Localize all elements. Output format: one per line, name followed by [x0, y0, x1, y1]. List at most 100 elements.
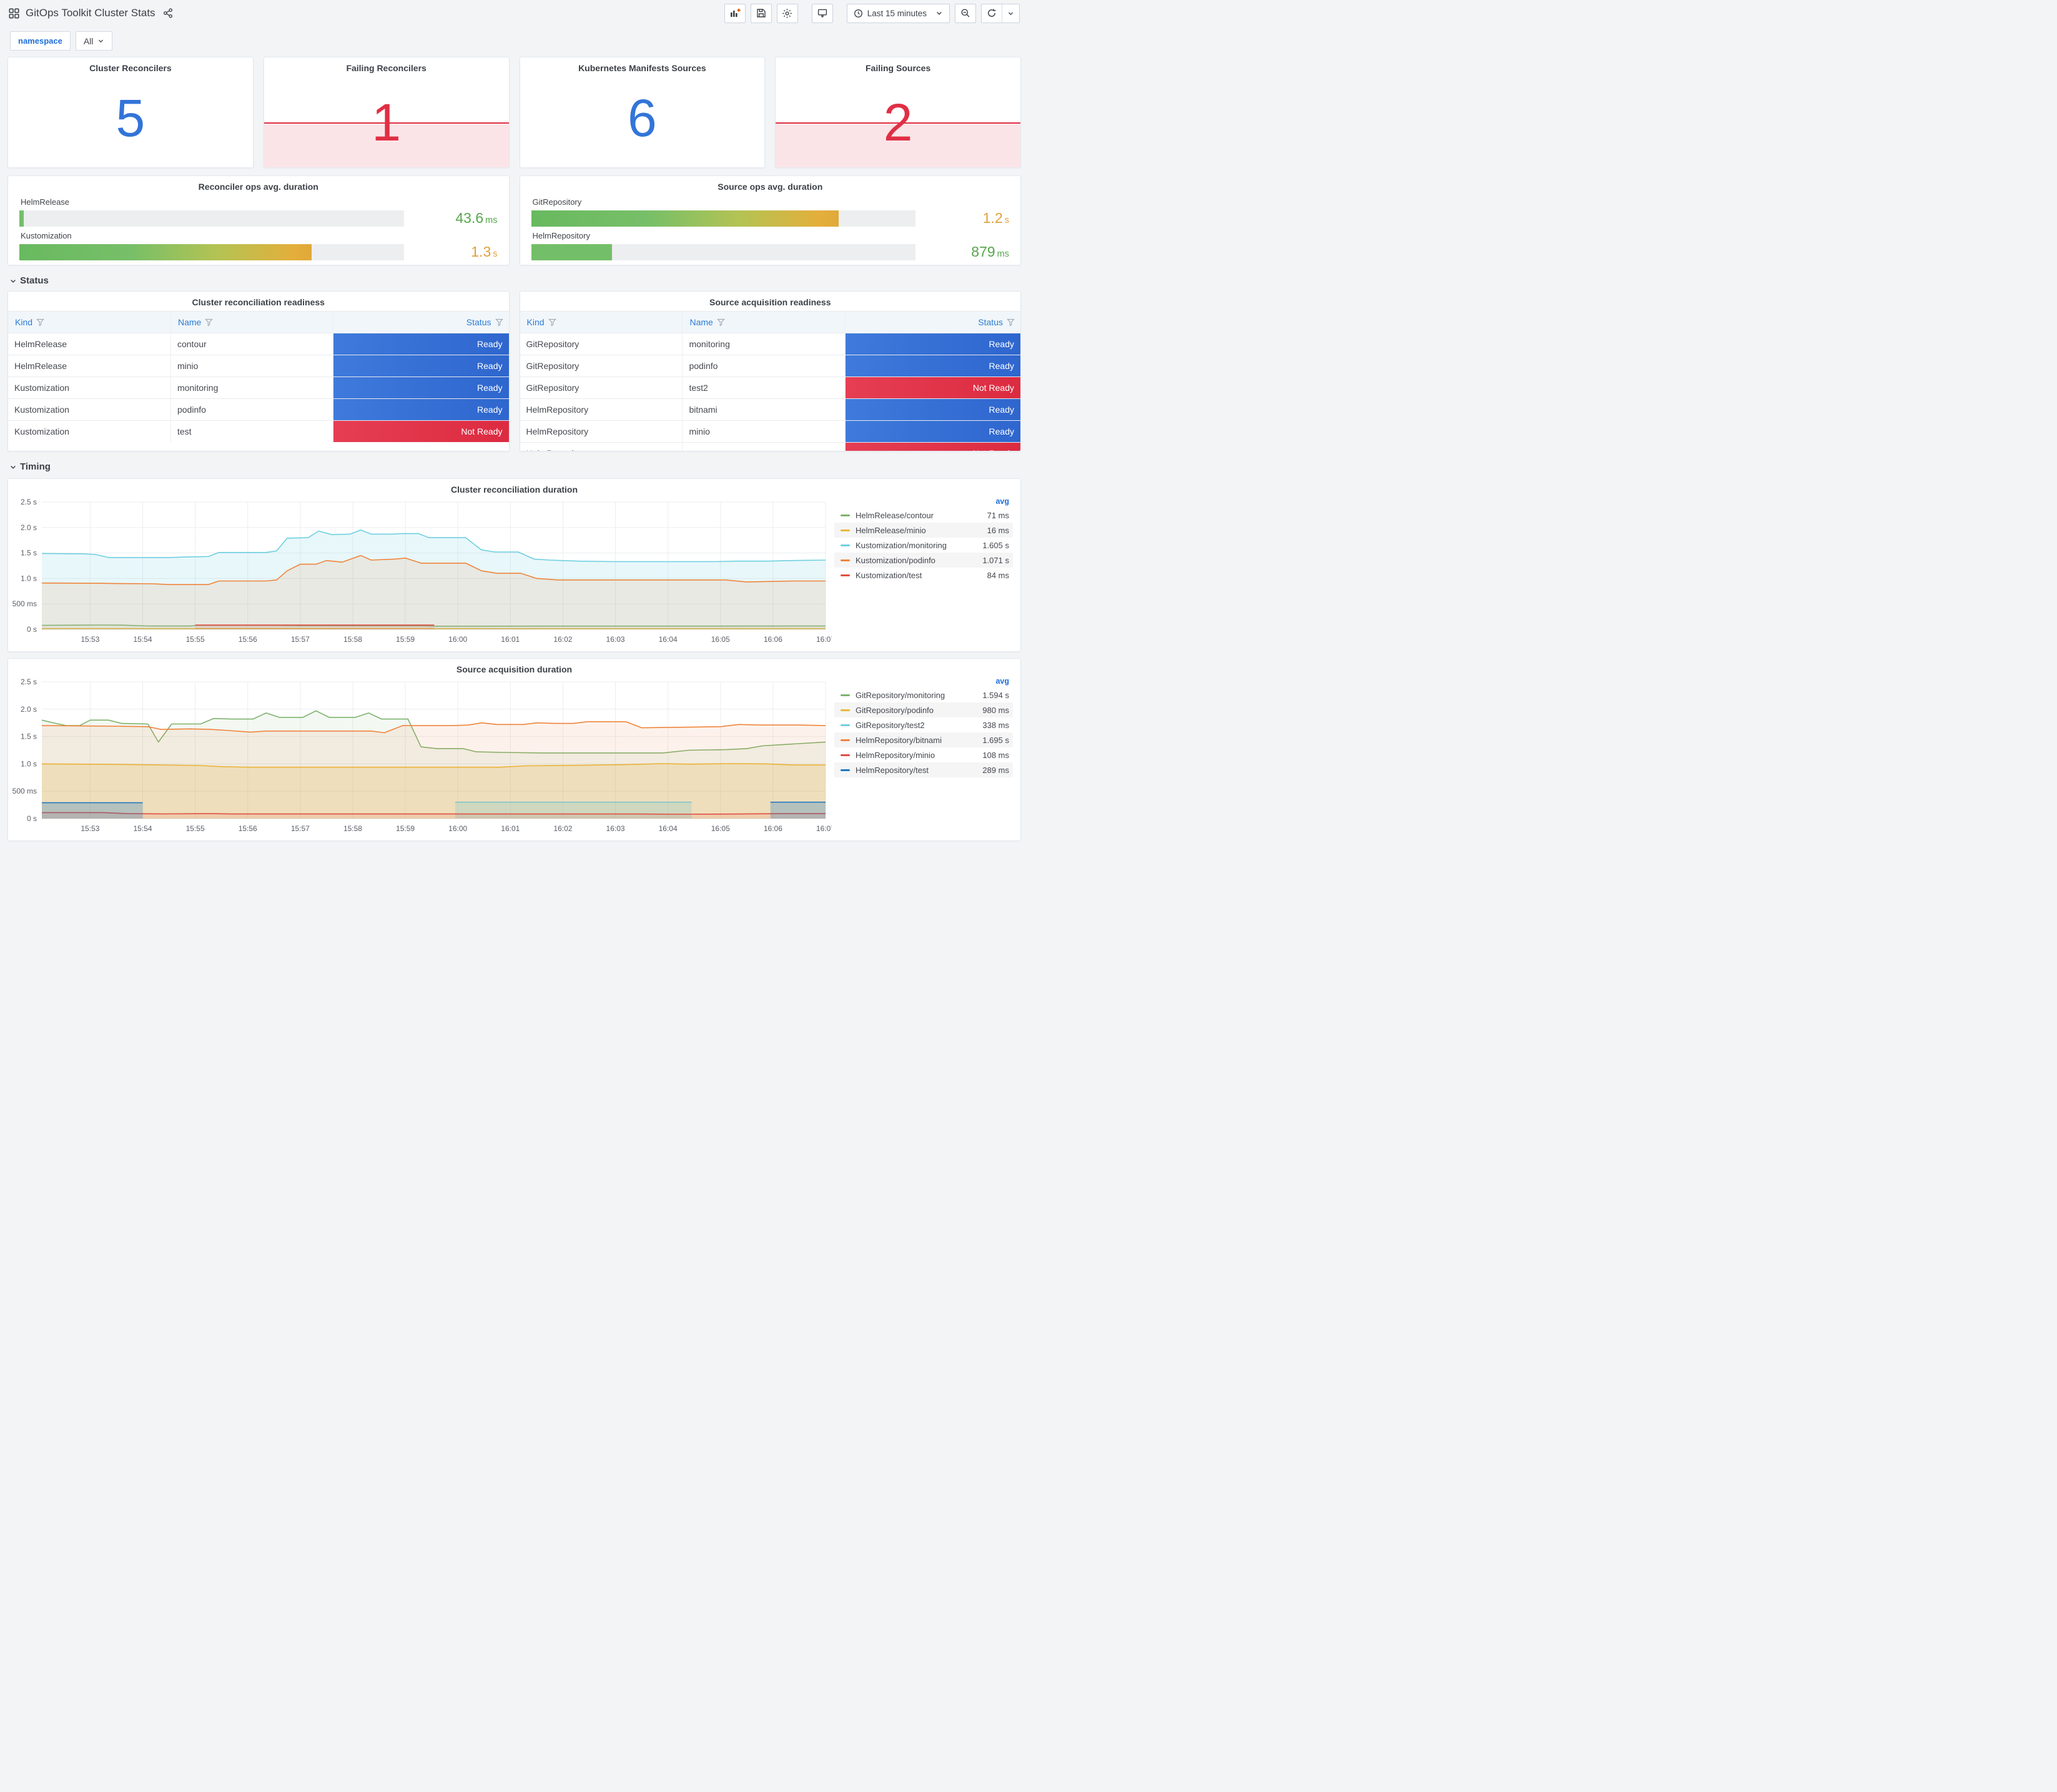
status-cell: Not Ready [845, 442, 1020, 451]
series-color-swatch [841, 694, 850, 696]
namespace-variable-select[interactable]: All [75, 31, 113, 51]
readiness-table: Kind Name Status HelmRelease contour Ready Hel… [8, 311, 509, 442]
filter-icon[interactable] [548, 318, 556, 327]
column-header-name[interactable]: Name [682, 311, 846, 333]
table-row: GitRepository monitoring Ready [520, 333, 1020, 355]
dashboard-header: GitOps Toolkit Cluster Stats [0, 0, 1028, 26]
svg-text:15:59: 15:59 [396, 824, 415, 833]
stat-panels-row: Cluster Reconcilers 5 Failing Reconcilers 1… [7, 57, 1021, 168]
panel-title[interactable]: Cluster reconciliation readiness [192, 297, 325, 307]
panel-title[interactable]: Source acquisition readiness [709, 297, 831, 307]
filter-icon[interactable] [1007, 318, 1015, 327]
panel-title[interactable]: Failing Reconcilers [346, 63, 427, 73]
legend-item[interactable]: HelmRelease/contour 71 ms [834, 508, 1013, 523]
table-row: Kustomization podinfo Ready [8, 398, 509, 421]
panel-title[interactable]: Failing Sources [866, 63, 931, 73]
panel-title[interactable]: Cluster reconciliation duration [450, 485, 578, 495]
namespace-variable-label: namespace [10, 31, 71, 51]
zoom-out-button[interactable] [955, 3, 976, 23]
series-avg-value: 108 ms [982, 750, 1009, 760]
svg-text:2.5 s: 2.5 s [21, 498, 37, 506]
text-cell: HelmRelease [8, 355, 171, 377]
stat-panel-2: Kubernetes Manifests Sources 6 [519, 57, 766, 168]
column-header-kind[interactable]: Kind [8, 311, 171, 333]
readiness-table: Kind Name Status GitRepository monitoring Rea… [520, 311, 1020, 451]
legend-item[interactable]: HelmRelease/minio 16 ms [834, 523, 1013, 538]
share-icon[interactable] [163, 8, 173, 18]
table-row: HelmRepositorytestNot Ready [520, 442, 1020, 451]
text-cell: HelmRepository [520, 420, 683, 443]
column-header-status[interactable]: Status [845, 311, 1020, 333]
text-cell: bitnami [682, 398, 846, 421]
refresh-interval-dropdown[interactable] [1002, 4, 1019, 22]
filter-icon[interactable] [495, 318, 503, 327]
series-color-swatch [841, 529, 850, 531]
text-cell: test [682, 442, 846, 451]
legend-item[interactable]: Kustomization/podinfo 1.071 s [834, 553, 1013, 568]
svg-text:0 s: 0 s [27, 625, 37, 634]
panel-title[interactable]: Source ops avg. duration [718, 182, 823, 192]
gauge-fill [531, 244, 612, 260]
legend-item[interactable]: HelmRepository/minio 108 ms [834, 747, 1013, 762]
text-cell: Kustomization [8, 398, 171, 421]
gauge-track [19, 210, 404, 227]
svg-text:0 s: 0 s [27, 814, 37, 823]
column-header-kind[interactable]: Kind [520, 311, 683, 333]
dashboard-settings-button[interactable] [776, 3, 798, 23]
panel-title[interactable]: Cluster Reconcilers [89, 63, 172, 73]
svg-text:16:07: 16:07 [816, 635, 832, 644]
chevron-down-icon [9, 277, 17, 285]
column-header-name[interactable]: Name [170, 311, 334, 333]
text-cell: HelmRepository [520, 442, 683, 451]
gauge-panel-0: Reconciler ops avg. duration HelmRelease 4… [7, 175, 510, 265]
series-name: HelmRelease/contour [856, 510, 934, 520]
status-cell: Ready [845, 420, 1020, 443]
cycle-view-mode-button[interactable] [811, 3, 833, 23]
stat-value: 5 [116, 88, 146, 147]
time-range-picker[interactable]: Last 15 minutes [846, 3, 950, 23]
stat-panel-0: Cluster Reconcilers 5 [7, 57, 254, 168]
legend-item[interactable]: Kustomization/monitoring 1.605 s [834, 538, 1013, 553]
add-panel-button[interactable] [724, 3, 746, 23]
panel-title[interactable]: Kubernetes Manifests Sources [578, 63, 706, 73]
stat-value: 2 [883, 92, 913, 152]
filter-icon[interactable] [36, 318, 44, 327]
save-dashboard-button[interactable] [750, 3, 772, 23]
legend-item[interactable]: GitRepository/test2 338 ms [834, 717, 1013, 732]
svg-text:16:06: 16:06 [764, 824, 782, 833]
legend-item[interactable]: HelmRepository/test 289 ms [834, 762, 1013, 777]
panel-title[interactable]: Source acquisition duration [456, 664, 573, 674]
svg-text:15:57: 15:57 [291, 635, 310, 644]
filter-icon[interactable] [205, 318, 214, 327]
series-avg-value: 980 ms [982, 705, 1009, 715]
text-cell: test [170, 420, 334, 442]
text-cell: monitoring [170, 377, 334, 399]
time-series-plot[interactable]: 0 s 500 ms 1.0 s 1.5 s 2.0 s 2.5 s 15:53 15:54 1… [8, 674, 832, 839]
legend-item[interactable]: HelmRepository/bitnami 1.695 s [834, 732, 1013, 747]
stat-sparkline [264, 122, 509, 167]
legend-item[interactable]: GitRepository/podinfo 980 ms [834, 702, 1013, 717]
legend-item[interactable]: GitRepository/monitoring 1.594 s [834, 687, 1013, 702]
refresh-button[interactable] [982, 4, 1002, 22]
filter-icon[interactable] [717, 318, 725, 327]
series-color-swatch [841, 739, 850, 741]
series-name: Kustomization/podinfo [856, 555, 935, 565]
svg-text:16:00: 16:00 [448, 824, 467, 833]
legend-avg-header[interactable]: avg [995, 677, 1009, 686]
text-cell: HelmRepository [520, 398, 683, 421]
section-timing[interactable]: Timing [9, 461, 1028, 472]
status-badge: Not Ready [333, 421, 509, 442]
text-cell: test2 [682, 377, 846, 399]
svg-text:16:04: 16:04 [659, 824, 678, 833]
legend-item[interactable]: Kustomization/test 84 ms [834, 568, 1013, 583]
legend-avg-header[interactable]: avg [995, 497, 1009, 506]
gauge-value: 1.3 s [471, 244, 498, 260]
section-status[interactable]: Status [9, 275, 1028, 286]
svg-text:2.0 s: 2.0 s [21, 523, 37, 532]
text-cell: GitRepository [520, 377, 683, 399]
column-header-status[interactable]: Status [333, 311, 509, 333]
text-cell: Kustomization [8, 377, 171, 399]
time-series-plot[interactable]: 0 s 500 ms 1.0 s 1.5 s 2.0 s 2.5 s 15:53 15:54 1… [8, 495, 832, 649]
panel-title[interactable]: Reconciler ops avg. duration [198, 182, 318, 192]
status-cell: Ready [845, 398, 1020, 421]
